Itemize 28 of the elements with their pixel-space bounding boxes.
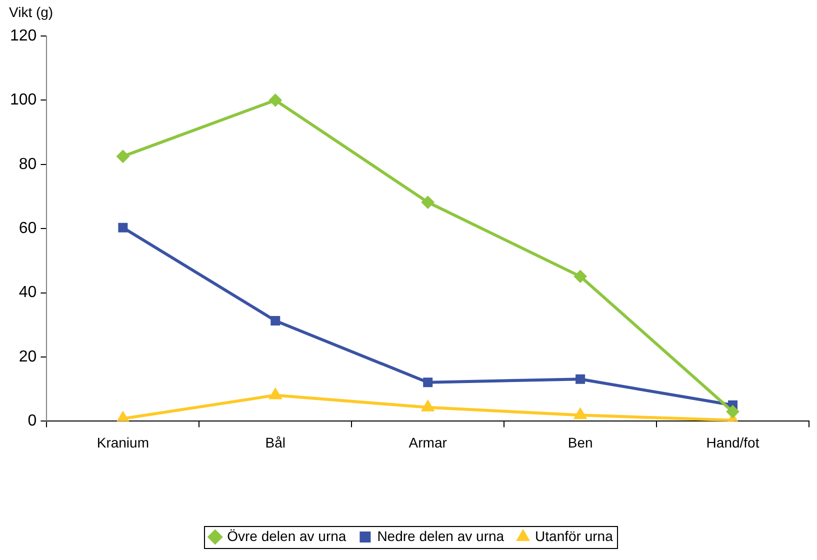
x-tick-label: Hand/fot <box>706 434 760 450</box>
legend-label: Utanför urna <box>535 528 614 544</box>
y-tick-label: 100 <box>10 92 37 109</box>
point <box>270 316 280 326</box>
point <box>118 222 128 232</box>
y-tick-label: 60 <box>18 220 37 238</box>
legend-label: Övre delen av urna <box>227 528 346 544</box>
point <box>726 405 740 418</box>
point <box>421 400 434 412</box>
y-tick-label: 0 <box>28 412 37 430</box>
legend-label: Nedre delen av urna <box>377 528 504 544</box>
y-tick-label: 40 <box>18 284 37 302</box>
x-tick-label: Kranium <box>96 434 149 450</box>
y-axis-title: Vikt (g) <box>9 4 54 20</box>
point <box>116 150 130 163</box>
point <box>574 270 587 283</box>
x-tick-label: Bål <box>265 434 286 450</box>
point <box>268 94 282 107</box>
y-tick-label: 20 <box>18 348 37 366</box>
y-tick-label: 80 <box>18 156 37 173</box>
point <box>421 196 434 209</box>
x-tick-label: Ben <box>568 434 593 450</box>
y-tick-label: 120 <box>10 27 37 44</box>
x-tick-label: Armar <box>408 434 448 450</box>
point <box>423 378 433 388</box>
point <box>576 374 586 384</box>
point <box>268 388 282 400</box>
point <box>574 408 587 420</box>
